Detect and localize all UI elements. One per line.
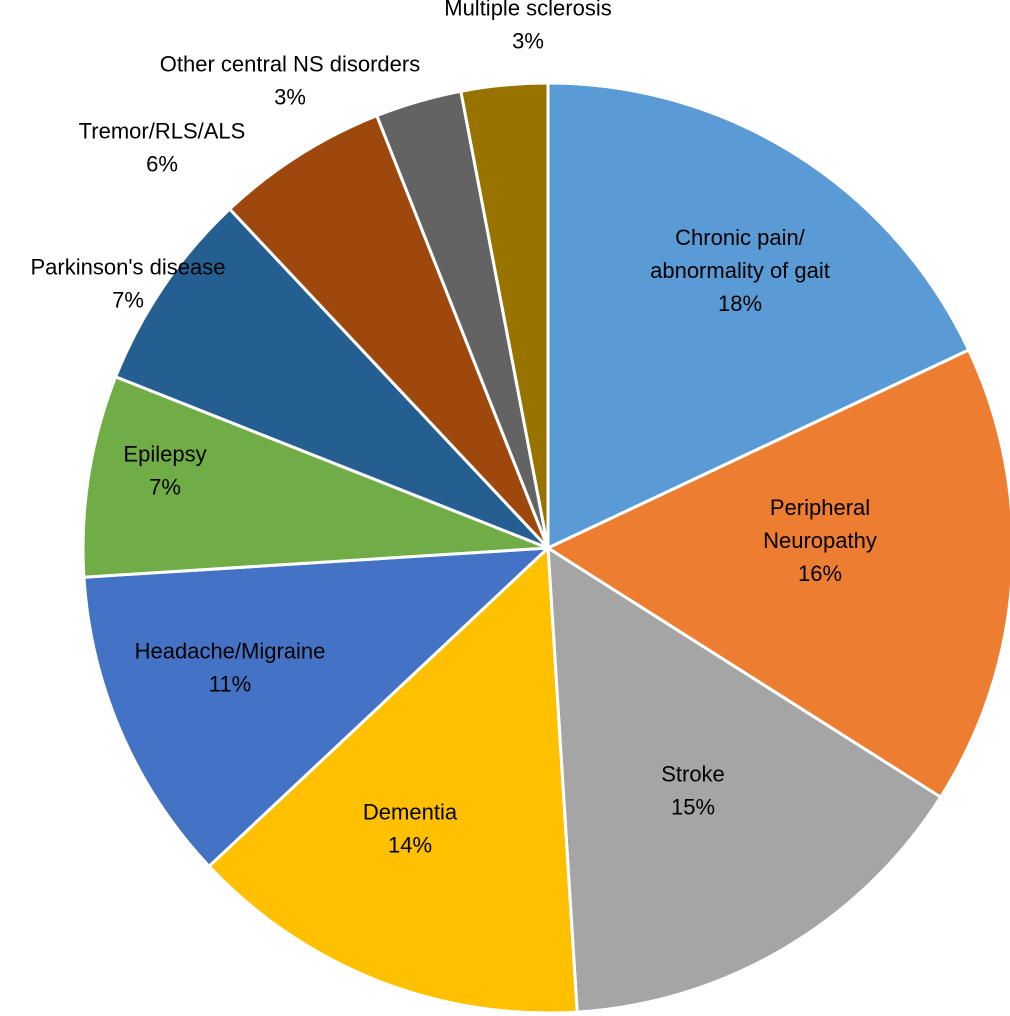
percent-label: 3% — [274, 85, 306, 110]
category-label: Tremor/RLS/ALS — [79, 119, 246, 144]
pie-slice-headache-migraine — [82, 546, 550, 868]
data-label-multiple-sclerosis: Multiple sclerosis 3% — [444, 0, 612, 54]
percent-label: 7% — [112, 288, 144, 313]
data-label-chronic-pain-abnormality-of-gait: Chronic pain/abnormality of gait 18% — [650, 225, 830, 316]
category-label: Epilepsy — [123, 442, 206, 467]
data-label-dementia: Dementia 14% — [363, 800, 458, 858]
data-label-peripheral-neuropathy: Peripheral Neuropathy 16% — [763, 495, 877, 586]
pie-slice-tremor-rls-als — [228, 114, 550, 550]
data-label-stroke: Stroke 15% — [661, 762, 725, 820]
data-label-headache-migraine: Headache/Migraine 11% — [135, 639, 326, 697]
category-label: Peripheral — [770, 495, 870, 520]
category-label: Multiple sclerosis — [444, 0, 612, 21]
category-label: Headache/Migraine — [135, 639, 326, 664]
pie-slice-stroke — [546, 546, 943, 1014]
category-label: abnormality of gait — [650, 258, 830, 283]
category-label: Other central NS disorders — [160, 52, 420, 77]
data-label-tremor-rls-als: Tremor/RLS/ALS 6% — [79, 119, 246, 177]
pie-slice-epilepsy — [81, 375, 550, 579]
data-label-parkinson-s-disease: Parkinson's disease 7% — [31, 255, 226, 313]
data-label-other-central-ns-disorders: Other central NS disorders 3% — [160, 52, 420, 110]
pie-slice-parkinson-s-disease — [114, 207, 550, 550]
category-label: Neuropathy — [763, 528, 877, 553]
category-label: Stroke — [661, 762, 725, 787]
percent-label: 14% — [388, 833, 432, 858]
percent-label: 11% — [209, 672, 251, 697]
category-label: Chronic pain/ — [675, 225, 806, 250]
percent-label: 6% — [146, 152, 178, 177]
data-label-epilepsy: Epilepsy 7% — [123, 442, 206, 500]
percent-label: 16% — [798, 561, 842, 586]
percent-label: 18% — [718, 291, 762, 316]
pie-slice-peripheral-neuropathy — [546, 348, 1010, 799]
pie-slice-dementia — [207, 546, 579, 1015]
category-label: Dementia — [363, 800, 458, 825]
percent-label: 7% — [149, 475, 181, 500]
percent-label: 15% — [671, 795, 715, 820]
category-label: Parkinson's disease — [31, 255, 226, 280]
pie-slice-chronic-pain-abnormality-of-gait — [546, 81, 971, 550]
percent-label: 3% — [512, 29, 544, 54]
pie-slice-multiple-sclerosis — [459, 81, 550, 550]
pie-slices — [81, 81, 1010, 1015]
pie-labels: Chronic pain/abnormality of gait 18% Perip… — [31, 0, 877, 858]
